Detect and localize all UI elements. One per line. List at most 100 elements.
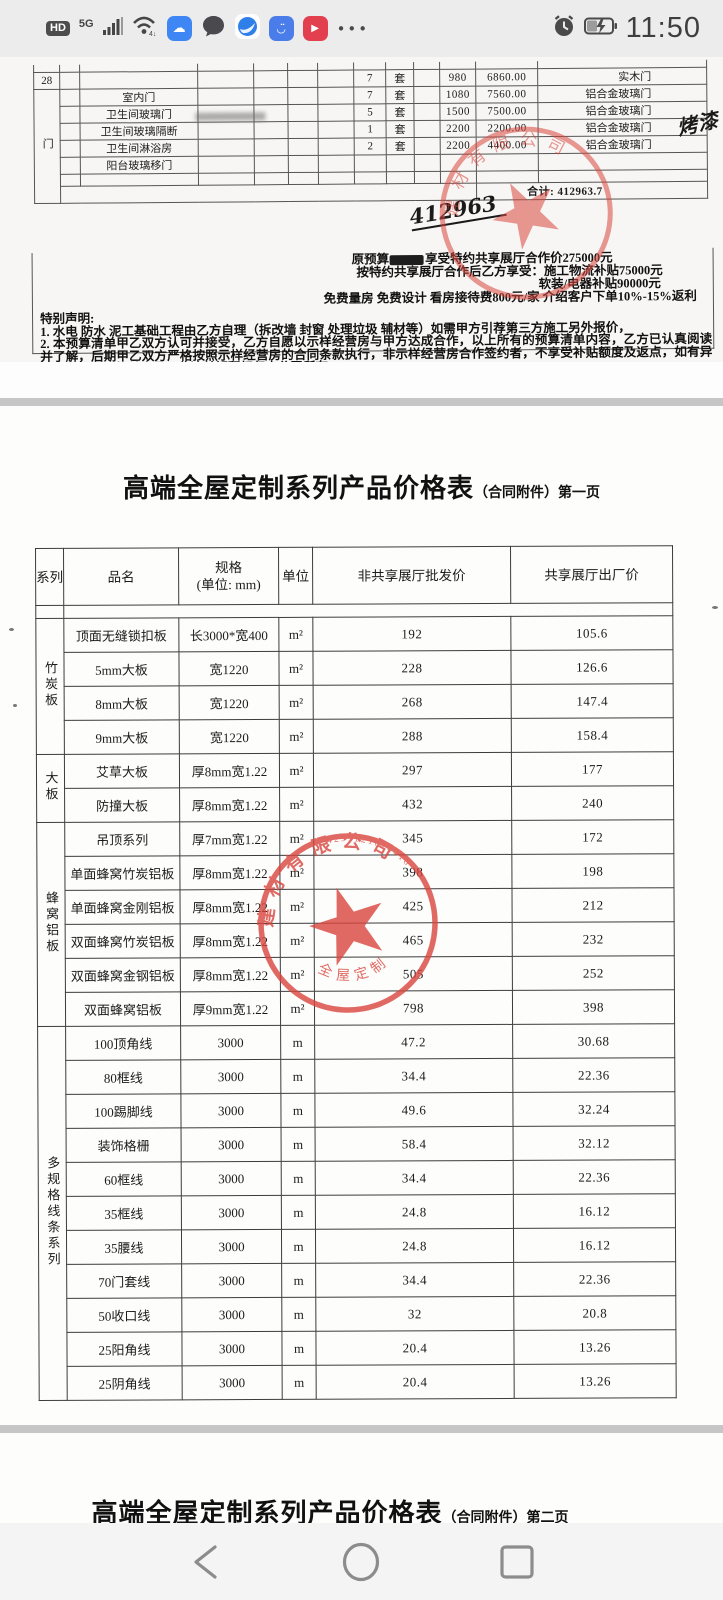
product-name: 艾草大板 (64, 753, 180, 789)
product-name: 25阴角线 (67, 1365, 183, 1401)
factory-price: 126.6 (510, 649, 674, 685)
wholesale-price: 798 (314, 990, 513, 1026)
unit: m (281, 1331, 317, 1366)
table-row: 5mm大板 宽1220 m² 228 126.6 (36, 649, 674, 687)
spec: 宽1220 (179, 719, 280, 754)
table-row: 双面蜂窝铝板 厚9mm宽1.22 m² 798 398 (37, 989, 675, 1027)
signal-bars-icon (102, 17, 123, 40)
unit-price: 2200 (440, 120, 477, 138)
item-name: 卫生间玻璃门 (79, 105, 199, 124)
table-row: 蜂窝铝板 吊顶系列 厚7mm宽1.22 m² 345 172 (36, 819, 674, 1027)
wholesale-price: 20.4 (315, 1330, 515, 1366)
product-name: 双面蜂窝铝板 (65, 991, 181, 1027)
qty: 7 (353, 86, 386, 105)
series-multi-spec-lines: 多规格线条系列 (37, 1026, 68, 1401)
product-name: 9mm大板 (64, 719, 180, 755)
product-name: 吊顶系列 (64, 821, 180, 857)
product-name: 双面蜂窝金钢铝板 (65, 957, 181, 993)
col-spec: 规格 (单位: mm) (178, 547, 279, 605)
spec: 厚7mm宽1.22 (179, 821, 280, 856)
android-navigation-bar (0, 1523, 723, 1600)
back-button[interactable] (189, 1543, 223, 1581)
unit: m² (279, 855, 314, 890)
row-number: 28 (33, 72, 60, 90)
factory-price: 30.68 (512, 1023, 675, 1059)
factory-price: 22.36 (512, 1057, 675, 1093)
home-button[interactable] (341, 1542, 381, 1582)
table-row: 竹炭板 顶面无缝锁扣板 长3000*宽400 m² 192 105.6 (35, 615, 673, 755)
product-name: 顶面无缝锁扣板 (63, 617, 179, 653)
svg-text:4↓: 4↓ (149, 31, 156, 37)
product-name: 70门套线 (66, 1263, 182, 1299)
title-main: 高端全屋定制系列产品价格表 (91, 1499, 443, 1523)
item-name (79, 71, 198, 90)
unit: 套 (385, 103, 415, 121)
recents-button[interactable] (499, 1544, 535, 1580)
alarm-clock-icon (552, 14, 576, 43)
product-name: 50收口线 (66, 1297, 182, 1333)
header-row: 系列 品名 规格 (单位: mm) 单位 非共享展厅批发价 共享展厅出厂价 (35, 545, 673, 606)
spec: 厚8mm宽1.22 (179, 753, 280, 788)
recents-icon (499, 1544, 534, 1579)
unit-price: 2200 (440, 137, 477, 155)
spec: 3000 (181, 1297, 282, 1332)
factory-price: 240 (511, 785, 674, 821)
network-type-label: 5G (78, 17, 94, 30)
unit: m² (279, 889, 315, 924)
status-bar: HD 5G 4↓ ☁ ◡̈ ▶ ••• 11:50 (0, 0, 723, 57)
unit: m (280, 1025, 315, 1060)
spec: 厚8mm宽1.22 (179, 889, 281, 924)
chat-app-icon[interactable] (201, 14, 226, 44)
product-name: 60框线 (66, 1161, 182, 1197)
wholesale-price: 268 (313, 684, 512, 720)
cloud-app-icon[interactable]: ☁ (166, 16, 192, 41)
product-name: 100顶角线 (65, 1025, 181, 1061)
table-row: 70门套线 3000 m 34.4 22.36 (39, 1261, 676, 1299)
spec: 3000 (182, 1365, 283, 1400)
unit-price: 1080 (439, 86, 476, 104)
amount: 7500.00 (475, 102, 539, 121)
unit: m² (280, 991, 315, 1026)
series-bamboo-charcoal: 竹炭板 (35, 618, 65, 755)
spec: 厚8mm宽1.22 (179, 787, 280, 822)
table-row: 单面蜂窝竹炭铝板 厚8mm宽1.22 m² 398 198 (37, 853, 674, 891)
wholesale-price: 24.8 (315, 1228, 514, 1264)
wholesale-price: 34.4 (315, 1160, 514, 1196)
scan-speck (9, 628, 14, 631)
table-row: 35框线 3000 m 24.8 16.12 (38, 1193, 676, 1231)
product-name: 35腰线 (66, 1229, 182, 1265)
spec: 宽1220 (179, 685, 280, 720)
wholesale-price: 297 (313, 752, 512, 788)
spec: 3000 (181, 1195, 282, 1230)
wholesale-price: 465 (314, 922, 513, 958)
unit: m (280, 1093, 316, 1128)
product-name: 100踢脚线 (65, 1093, 182, 1129)
note: 铝合金玻璃门 (537, 84, 707, 103)
unit: m² (279, 787, 314, 822)
hd-badge: HD (46, 21, 70, 36)
store-app-icon[interactable]: ◡̈ (268, 16, 294, 41)
factory-price: 147.4 (511, 683, 674, 719)
factory-price: 172 (511, 819, 674, 855)
page-gap (0, 362, 723, 398)
factory-price: 32.24 (512, 1091, 676, 1127)
product-name: 装饰格栅 (66, 1127, 182, 1163)
factory-price: 22.36 (513, 1159, 676, 1195)
factory-price: 20.8 (513, 1295, 676, 1331)
document-price-list-page2: 高端全屋定制系列产品价格表（合同附件）第二页 (0, 1433, 723, 1523)
spec: 3000 (180, 1025, 281, 1060)
unit: m² (279, 719, 314, 754)
title-main: 高端全屋定制系列产品价格表 (122, 474, 474, 503)
video-app-icon[interactable]: ▶ (302, 16, 328, 41)
col-series: 系列 (35, 548, 64, 606)
browser-app-icon[interactable] (234, 13, 260, 44)
spec: 3000 (181, 1263, 282, 1298)
spec: 厚8mm宽1.22 (179, 855, 280, 890)
product-name: 双面蜂窝竹炭铝板 (65, 923, 181, 959)
unit: m² (280, 923, 315, 958)
factory-price: 32.12 (513, 1125, 676, 1161)
unit: m² (280, 957, 315, 992)
unit: m (281, 1127, 316, 1162)
spec: 长3000*宽400 (178, 617, 279, 652)
page-divider (0, 398, 723, 406)
